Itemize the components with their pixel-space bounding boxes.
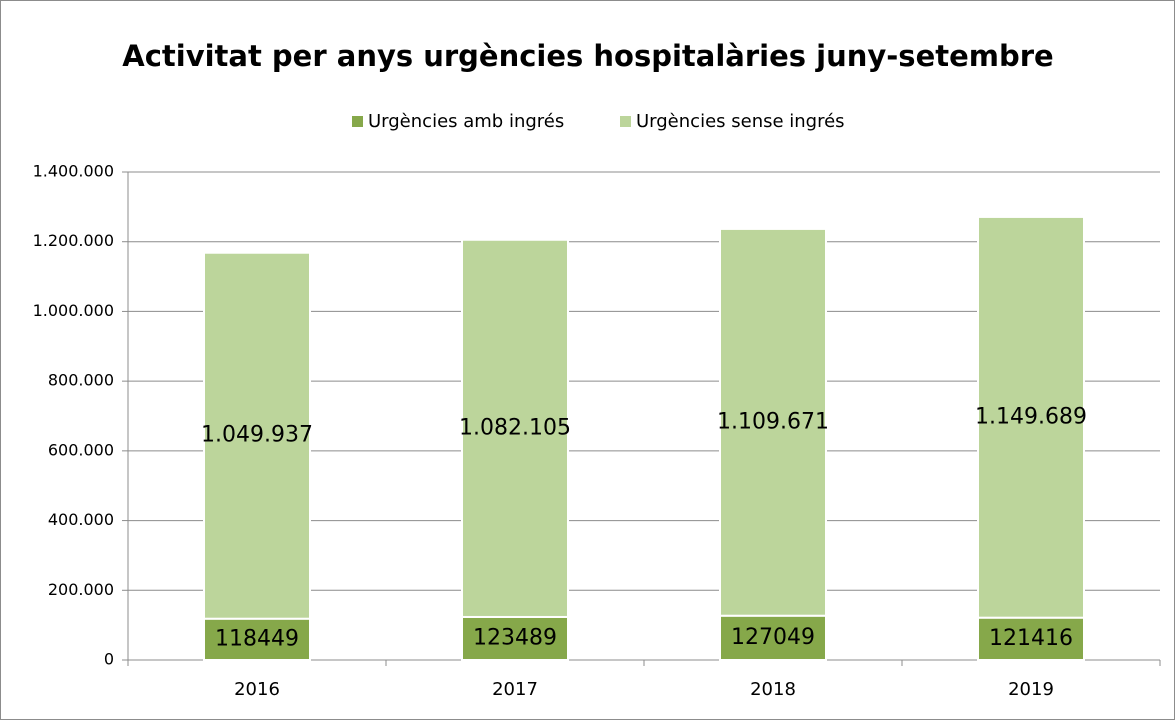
bar-segment (719, 614, 827, 662)
bar-segment (977, 215, 1085, 619)
y-tick-label: 1.200.000 (33, 231, 114, 250)
x-tick-label: 2016 (234, 679, 280, 700)
x-tick-label: 2019 (1008, 679, 1054, 700)
data-label: 118449 (215, 626, 299, 651)
y-tick-label: 0 (104, 650, 114, 669)
legend-swatch (352, 116, 363, 127)
data-label: 1.082.105 (459, 415, 571, 440)
y-tick-label: 200.000 (48, 580, 114, 599)
data-label: 121416 (989, 626, 1073, 651)
data-label: 127049 (731, 625, 815, 650)
x-tick-label: 2018 (750, 679, 796, 700)
y-tick-label: 400.000 (48, 510, 114, 529)
x-tick-label: 2017 (492, 679, 538, 700)
legend-swatch (620, 116, 631, 127)
data-label: 1.149.689 (975, 404, 1087, 429)
legend-label: Urgències amb ingrés (368, 111, 564, 132)
data-label: 123489 (473, 625, 557, 650)
bar-segment (719, 227, 827, 617)
bar-segment (977, 616, 1085, 662)
bar-segment (461, 238, 569, 618)
bar-segment (203, 617, 311, 661)
y-tick-label: 1.000.000 (33, 301, 114, 320)
data-label: 1.049.937 (201, 423, 313, 448)
bar-segment (203, 251, 311, 620)
data-label: 1.109.671 (717, 409, 829, 434)
y-tick-label: 800.000 (48, 371, 114, 390)
chart-title: Activitat per anys urgències hospitalàri… (122, 39, 1053, 73)
y-tick-label: 600.000 (48, 440, 114, 459)
bar-segment (461, 615, 569, 661)
y-tick-label: 1.400.000 (33, 162, 114, 181)
legend-label: Urgències sense ingrés (636, 111, 845, 132)
